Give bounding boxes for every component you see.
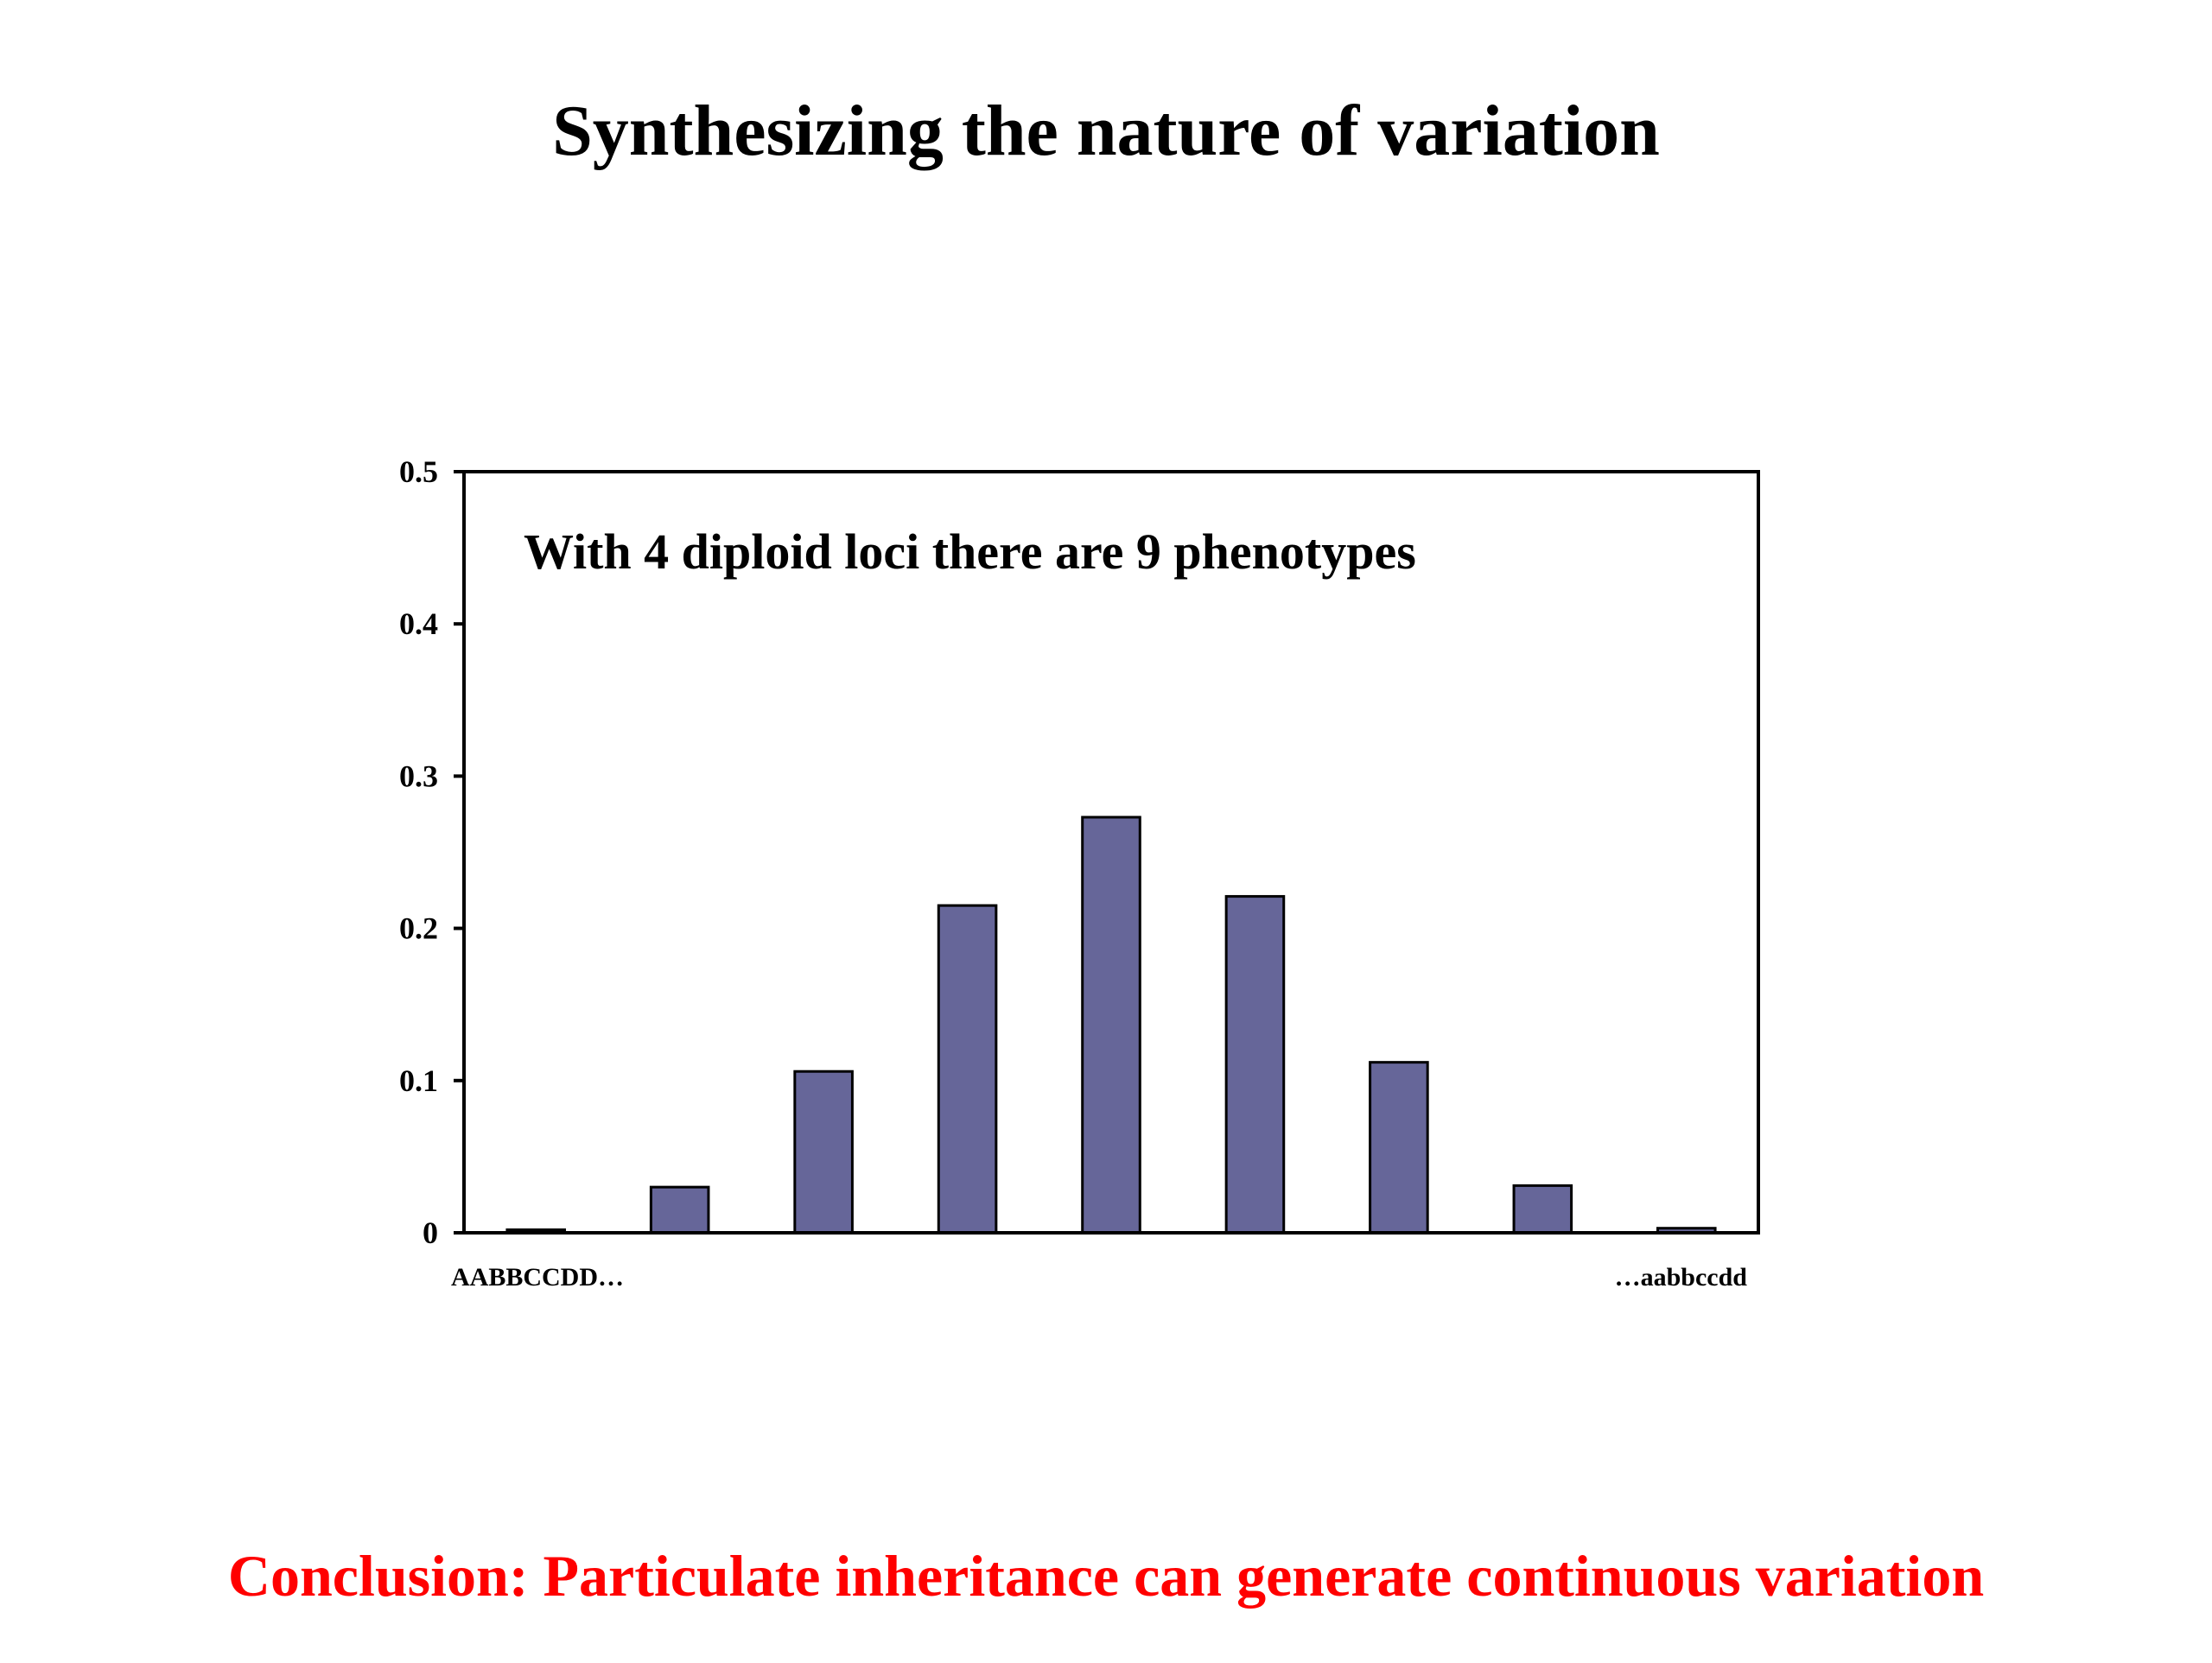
plot-area-frame xyxy=(462,470,1760,1235)
bar-5 xyxy=(1081,816,1141,1235)
y-tick-label: 0 xyxy=(423,1216,438,1250)
y-tick-label: 0.2 xyxy=(399,911,438,946)
bar-series xyxy=(505,816,1717,1235)
x-axis-label-left: AABBCCDD… xyxy=(451,1263,624,1292)
y-tick-label: 0.1 xyxy=(399,1063,438,1098)
x-axis-label-right: …aabbccdd xyxy=(1615,1263,1748,1292)
slide-title: Synthesizing the nature of variation xyxy=(552,91,1660,171)
bar-6 xyxy=(1224,895,1286,1235)
bar-7 xyxy=(1369,1061,1429,1235)
y-tick-label: 0.5 xyxy=(399,454,438,489)
bar-8 xyxy=(1512,1184,1573,1235)
conclusion-text: Conclusion: Particulate inheritance can … xyxy=(227,1543,1985,1609)
bar-3 xyxy=(793,1070,854,1235)
bar-4 xyxy=(937,904,998,1235)
y-axis-ticks: 0 0.1 0.2 0.3 0.4 0.5 xyxy=(399,454,464,1250)
y-tick-label: 0.3 xyxy=(399,759,438,793)
y-tick-label: 0.4 xyxy=(399,606,438,641)
chart-annotation: With 4 diploid loci there are 9 phenotyp… xyxy=(524,524,1416,580)
bar-2 xyxy=(649,1185,710,1235)
